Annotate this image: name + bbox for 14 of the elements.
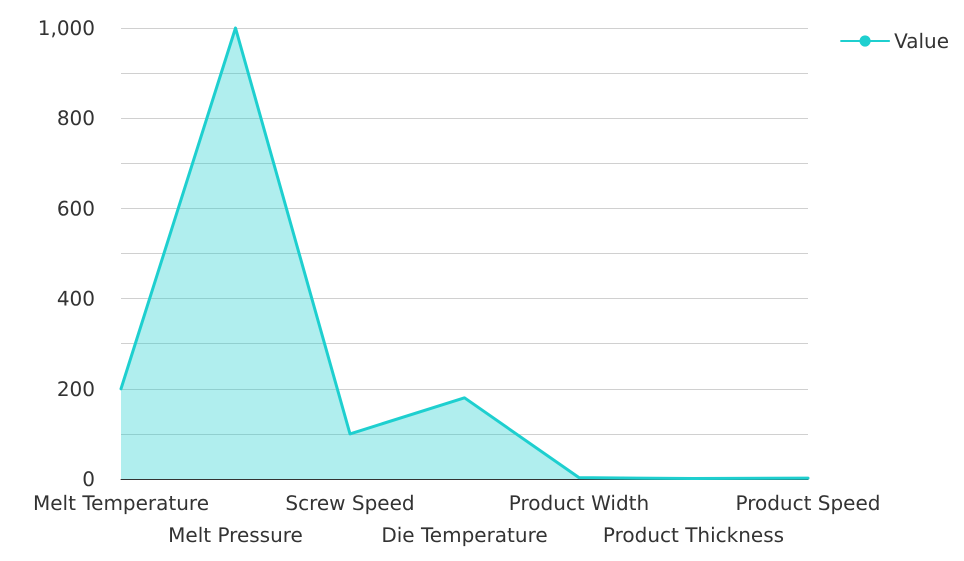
x-tick-label: Melt Pressure (168, 523, 303, 547)
legend-label: Value (894, 29, 949, 53)
x-tick-label: Melt Temperature (32, 491, 210, 515)
x-tick-label: Screw Speed (285, 491, 415, 515)
x-tick-label: Product Speed (736, 491, 880, 515)
y-tick-label: 200 (56, 376, 95, 401)
y-tick-label: 1,000 (38, 16, 95, 40)
y-tick-label: 800 (56, 106, 95, 130)
x-tick-label: Die Temperature (381, 523, 548, 547)
x-tick-label: Product Width (508, 491, 650, 515)
y-tick-label: 600 (56, 196, 95, 220)
y-tick-label: 0 (82, 467, 95, 491)
x-tick-label: Product Thickness (602, 523, 784, 547)
y-tick-label: 400 (56, 286, 95, 311)
